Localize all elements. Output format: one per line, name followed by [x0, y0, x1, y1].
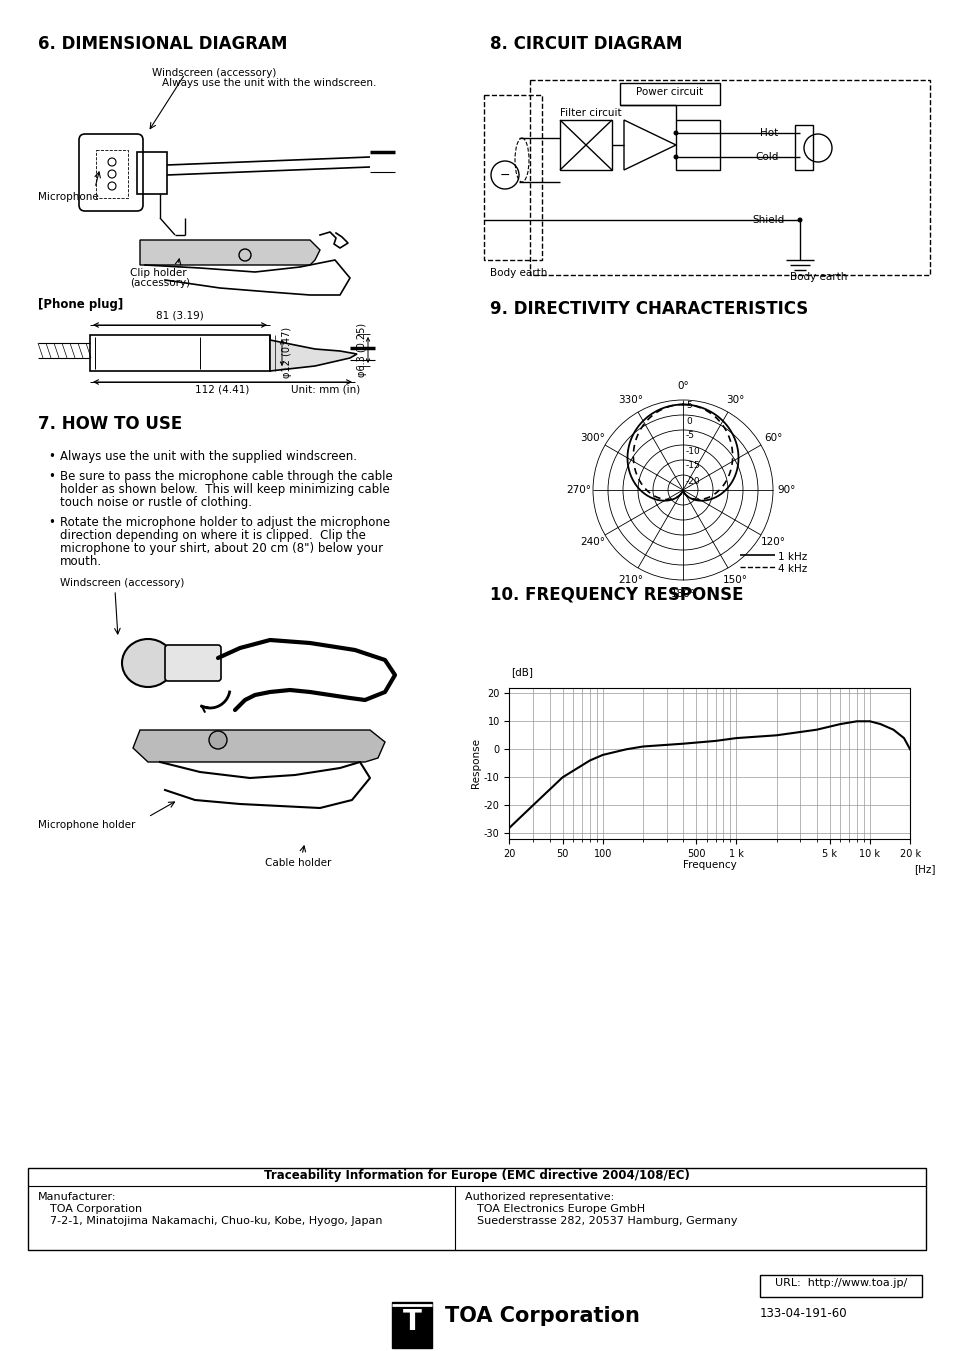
- Text: [Hz]: [Hz]: [913, 865, 935, 874]
- Circle shape: [797, 218, 801, 223]
- Text: 6. DIMENSIONAL DIAGRAM: 6. DIMENSIONAL DIAGRAM: [38, 35, 287, 53]
- Text: Body earth: Body earth: [789, 272, 846, 282]
- Text: mouth.: mouth.: [60, 555, 102, 567]
- Text: 270°: 270°: [566, 485, 591, 494]
- Text: T: T: [402, 1308, 421, 1336]
- Text: 330°: 330°: [618, 394, 643, 405]
- Text: 1 kHz: 1 kHz: [778, 553, 806, 562]
- Text: Cold: Cold: [754, 153, 778, 162]
- Text: 133-04-191-60: 133-04-191-60: [760, 1306, 846, 1320]
- Text: 4 kHz: 4 kHz: [778, 563, 806, 574]
- Text: holder as shown below.  This will keep minimizing cable: holder as shown below. This will keep mi…: [60, 484, 390, 496]
- Text: -20: -20: [685, 477, 700, 485]
- Text: 60°: 60°: [763, 434, 781, 443]
- Text: 10. FREQUENCY RESPONSE: 10. FREQUENCY RESPONSE: [490, 585, 742, 603]
- Text: 0°: 0°: [677, 381, 688, 390]
- Text: Windscreen (accessory): Windscreen (accessory): [152, 68, 276, 78]
- Text: (accessory): (accessory): [130, 278, 190, 288]
- Text: Filter circuit: Filter circuit: [559, 108, 621, 118]
- Polygon shape: [140, 240, 319, 265]
- Polygon shape: [392, 1302, 432, 1348]
- Text: URL:  http://www.toa.jp/: URL: http://www.toa.jp/: [774, 1278, 906, 1288]
- Text: -5: -5: [685, 431, 695, 440]
- Text: Microphone holder: Microphone holder: [38, 820, 135, 830]
- Text: Body earth: Body earth: [490, 267, 547, 278]
- Text: 112 (4.41): 112 (4.41): [194, 385, 249, 394]
- Bar: [530, 80, 929, 276]
- Text: touch noise or rustle of clothing.: touch noise or rustle of clothing.: [60, 496, 252, 509]
- Text: Always use the unit with the supplied windscreen.: Always use the unit with the supplied wi…: [60, 450, 356, 463]
- Text: Windscreen (accessory): Windscreen (accessory): [60, 578, 184, 588]
- Text: φ6.3 (0.25): φ6.3 (0.25): [356, 323, 367, 377]
- Bar: [483, 95, 541, 259]
- Text: 90°: 90°: [777, 485, 796, 494]
- Text: Microphone: Microphone: [38, 192, 99, 203]
- Text: Be sure to pass the microphone cable through the cable: Be sure to pass the microphone cable thr…: [60, 470, 393, 484]
- Text: 8. CIRCUIT DIAGRAM: 8. CIRCUIT DIAGRAM: [490, 35, 681, 53]
- Text: Cable holder: Cable holder: [265, 858, 331, 867]
- Text: •: •: [48, 516, 55, 530]
- Text: 150°: 150°: [721, 576, 747, 585]
- Bar: [559, 120, 612, 170]
- Text: 9. DIRECTIVITY CHARACTERISTICS: 9. DIRECTIVITY CHARACTERISTICS: [490, 300, 807, 317]
- Text: Unit: mm (in): Unit: mm (in): [291, 385, 359, 394]
- Y-axis label: Response: Response: [471, 738, 480, 789]
- Bar: [137, 153, 167, 195]
- Text: 120°: 120°: [760, 536, 784, 547]
- Text: •: •: [48, 470, 55, 484]
- Polygon shape: [132, 730, 385, 762]
- Text: Traceability Information for Europe (EMC directive 2004/108/EC): Traceability Information for Europe (EMC…: [264, 1169, 689, 1182]
- Bar: [90, 335, 270, 372]
- Bar: [619, 82, 720, 105]
- Bar: [96, 150, 128, 199]
- Text: −: −: [499, 169, 510, 181]
- Text: -15: -15: [685, 462, 700, 470]
- Text: microphone to your shirt, about 20 cm (8") below your: microphone to your shirt, about 20 cm (8…: [60, 542, 383, 555]
- Text: 210°: 210°: [618, 576, 643, 585]
- Text: Suederstrasse 282, 20537 Hamburg, Germany: Suederstrasse 282, 20537 Hamburg, German…: [476, 1216, 737, 1225]
- Bar: [676, 120, 720, 170]
- Text: -10: -10: [685, 446, 700, 455]
- Bar: [794, 126, 812, 170]
- Text: 5: 5: [685, 401, 691, 411]
- Text: 300°: 300°: [579, 434, 605, 443]
- Text: 240°: 240°: [579, 536, 605, 547]
- Polygon shape: [270, 335, 356, 372]
- Bar: [28, 1169, 925, 1250]
- Text: TOA Corporation: TOA Corporation: [444, 1306, 639, 1325]
- Text: 180°: 180°: [670, 589, 695, 598]
- Text: •: •: [48, 450, 55, 463]
- Text: Rotate the microphone holder to adjust the microphone: Rotate the microphone holder to adjust t…: [60, 516, 390, 530]
- Ellipse shape: [122, 639, 173, 688]
- Circle shape: [673, 131, 678, 135]
- Text: φ12 (0.47): φ12 (0.47): [282, 327, 292, 377]
- Text: 7. HOW TO USE: 7. HOW TO USE: [38, 415, 182, 434]
- X-axis label: Frequency: Frequency: [682, 861, 736, 870]
- Text: TOA Corporation: TOA Corporation: [50, 1204, 142, 1215]
- Text: TOA Electronics Europe GmbH: TOA Electronics Europe GmbH: [476, 1204, 644, 1215]
- Text: Hot: Hot: [760, 128, 778, 138]
- Circle shape: [673, 154, 678, 159]
- Circle shape: [209, 731, 227, 748]
- Text: 30°: 30°: [725, 394, 743, 405]
- Text: 7-2-1, Minatojima Nakamachi, Chuo-ku, Kobe, Hyogo, Japan: 7-2-1, Minatojima Nakamachi, Chuo-ku, Ko…: [50, 1216, 382, 1225]
- Text: direction depending on where it is clipped.  Clip the: direction depending on where it is clipp…: [60, 530, 366, 542]
- Text: Always use the unit with the windscreen.: Always use the unit with the windscreen.: [162, 78, 376, 88]
- FancyBboxPatch shape: [165, 644, 221, 681]
- Text: Clip holder: Clip holder: [130, 267, 187, 278]
- Text: Shield: Shield: [751, 215, 783, 226]
- Bar: [760, 1275, 921, 1297]
- Text: 0: 0: [685, 416, 691, 426]
- Text: Authorized representative:: Authorized representative:: [464, 1192, 614, 1202]
- Text: Power circuit: Power circuit: [636, 86, 702, 97]
- Text: [dB]: [dB]: [511, 667, 533, 678]
- Polygon shape: [623, 120, 676, 170]
- Text: Manufacturer:: Manufacturer:: [38, 1192, 116, 1202]
- Text: 81 (3.19): 81 (3.19): [156, 309, 204, 320]
- Text: [Phone plug]: [Phone plug]: [38, 299, 123, 311]
